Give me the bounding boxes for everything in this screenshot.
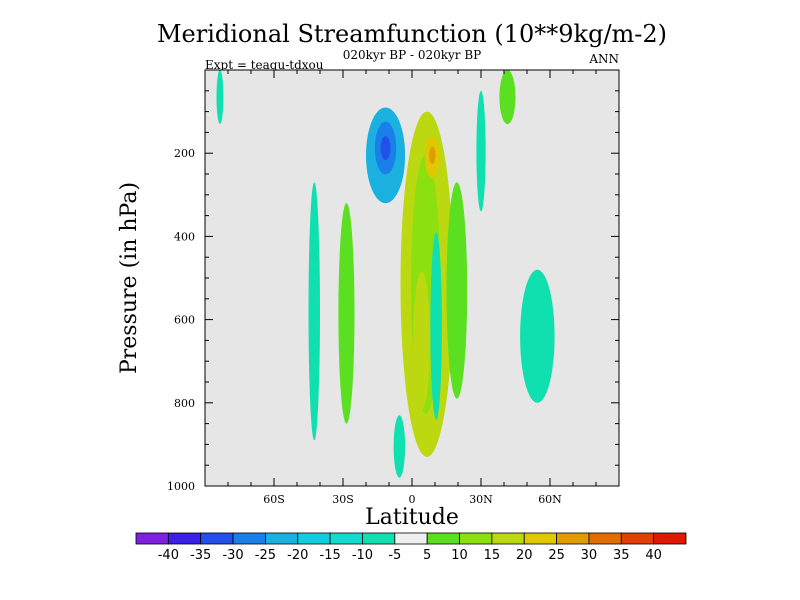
contour-fills — [216, 70, 555, 478]
y-tick-label: 800 — [174, 397, 195, 410]
x-tick-label: 60N — [538, 493, 562, 506]
colorbar-swatch — [167, 532, 202, 545]
colorbar-label: 30 — [581, 548, 598, 563]
colorbar-label: -20 — [287, 548, 308, 563]
colorbar-label: 10 — [451, 548, 468, 563]
contour-region-8 — [476, 90, 486, 212]
y-tick-label: 1000 — [167, 480, 195, 493]
colorbar-label: 35 — [613, 548, 630, 563]
colorbar-label: -5 — [388, 548, 401, 563]
colorbar-label: -25 — [255, 548, 276, 563]
colorbar-swatch — [329, 532, 363, 545]
colorbar-swatch — [588, 532, 622, 545]
colorbar-swatch — [200, 532, 234, 545]
colorbar-swatch — [523, 532, 557, 545]
contour-region-10 — [520, 269, 555, 403]
axis-tick-labels: 60S 30S 0 30N 60N 200 400 600 800 1000 — [167, 147, 562, 506]
contour-region-6 — [430, 232, 442, 420]
colorbar-swatch — [653, 532, 687, 545]
colorbar — [135, 532, 687, 545]
colorbar-swatch — [556, 532, 590, 545]
colorbar-label: 40 — [645, 548, 662, 563]
colorbar-swatch — [265, 532, 299, 545]
colorbar-swatch — [491, 532, 525, 545]
contour-region-4 — [393, 415, 406, 478]
colorbar-swatch — [362, 532, 396, 545]
contour-core-5-3 — [429, 146, 436, 164]
y-tick-label: 600 — [174, 314, 195, 327]
contour-region-9 — [499, 70, 516, 125]
x-tick-label: 30N — [469, 493, 493, 506]
colorbar-label: 15 — [484, 548, 501, 563]
colorbar-label: 5 — [423, 548, 431, 563]
colorbar-swatch — [620, 532, 655, 545]
colorbar-swatch — [426, 532, 460, 545]
chart-title: Meridional Streamfunction (10**9kg/m-2) — [157, 20, 667, 48]
contour-core-3-1 — [380, 136, 391, 161]
x-axis-label: Latitude — [365, 505, 459, 530]
x-tick-label: 0 — [409, 493, 416, 506]
contour-core-5-1 — [413, 271, 431, 410]
chart-subtitle: 020kyr BP - 020kyr BP — [343, 48, 481, 62]
contour-region-2 — [338, 203, 355, 424]
contour-region-1 — [308, 182, 320, 441]
x-tick-label: 30S — [332, 493, 354, 506]
colorbar-swatch — [135, 532, 169, 545]
colorbar-label: 20 — [516, 548, 533, 563]
y-tick-label: 400 — [174, 230, 195, 243]
y-tick-label: 200 — [174, 147, 195, 160]
colorbar-swatch — [459, 532, 493, 545]
colorbar-swatch — [297, 532, 331, 545]
colorbar-label: -35 — [190, 548, 211, 563]
experiment-label: Expt = teaqu-tdxou — [205, 58, 324, 72]
colorbar-swatch — [394, 532, 428, 545]
axis-ticks — [205, 70, 619, 486]
colorbar-label: -15 — [320, 548, 341, 563]
y-axis-label: Pressure (in hPa) — [117, 182, 142, 374]
colorbar-label: -10 — [352, 548, 373, 563]
colorbar-label: -30 — [222, 548, 243, 563]
colorbar-swatch — [232, 532, 266, 545]
colorbar-label: -40 — [158, 548, 179, 563]
colorbar-labels: -40 -35 -30 -25 -20 -15 -10 -5 5 10 15 20 25 30 35 40 — [158, 548, 662, 563]
colorbar-label: 25 — [548, 548, 565, 563]
x-tick-label: 60S — [263, 493, 285, 506]
season-label: ANN — [588, 52, 619, 66]
contour-region-0 — [216, 70, 224, 125]
contour-region-7 — [446, 182, 468, 399]
